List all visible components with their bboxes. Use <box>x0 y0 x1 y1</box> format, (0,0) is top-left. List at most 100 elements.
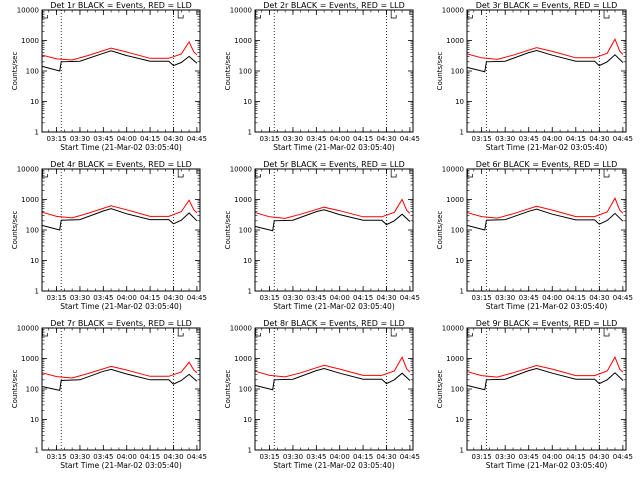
series-line-lld <box>42 361 198 379</box>
x-tick-label: 04:15 <box>353 453 373 461</box>
series-line-lld <box>467 38 624 60</box>
chart-panel-9: Det 9r BLACK = Events, RED = LLD 1 10 100 10… <box>436 319 633 470</box>
x-tick-label: 03:45 <box>306 453 326 461</box>
flag-bracket <box>467 10 473 19</box>
x-tick-label: 04:00 <box>542 135 562 143</box>
x-tick-label: 03:15 <box>472 453 492 461</box>
series-line-events <box>467 49 624 73</box>
y-tick-label: 1 <box>248 129 252 137</box>
y-tick-label: 10 <box>243 257 252 265</box>
x-tick-label: 04:45 <box>613 135 633 143</box>
y-tick-label: 100 <box>239 386 252 394</box>
y-tick-label: 10 <box>30 98 39 106</box>
chart-panel-6: Det 6r BLACK = Events, RED = LLD 1 10 100 10… <box>436 160 633 311</box>
y-tick-label: 100 <box>239 227 252 235</box>
plot-frame <box>254 327 414 451</box>
flag-bracket <box>177 169 184 178</box>
y-tick-label: 100 <box>451 68 464 76</box>
y-tick-label: 100 <box>451 386 464 394</box>
chart-title: Det 4r BLACK = Events, RED = LLD <box>50 160 192 169</box>
x-tick-label: 03:30 <box>495 135 515 143</box>
x-tick-label: 03:30 <box>283 453 303 461</box>
x-tick-label: 03:30 <box>70 135 90 143</box>
y-tick-label: 100 <box>26 227 39 235</box>
x-tick-label: 04:30 <box>589 135 609 143</box>
y-axis-label: Counts/sec <box>224 211 232 250</box>
x-tick-label: 04:15 <box>566 135 586 143</box>
flag-bracket <box>177 328 184 337</box>
plot-frame <box>466 327 627 451</box>
x-tick-label: 04:00 <box>542 294 562 302</box>
chart-title: Det 1r BLACK = Events, RED = LLD <box>50 1 192 10</box>
x-axis-label: Start Time (21-Mar-02 03:05:40) <box>273 461 395 470</box>
y-axis-label: Counts/sec <box>436 52 444 91</box>
x-tick-label: 04:30 <box>163 294 183 302</box>
series-line-events <box>255 367 411 391</box>
y-axis-label: Counts/sec <box>436 370 444 409</box>
chart-title: Det 7r BLACK = Events, RED = LLD <box>50 319 192 328</box>
x-tick-label: 04:30 <box>589 453 609 461</box>
chart-panel-8: Det 8r BLACK = Events, RED = LLD 1 10 100 10… <box>224 319 420 470</box>
flag-bracket <box>255 10 261 19</box>
flag-bracket <box>603 169 610 178</box>
x-tick-label: 04:45 <box>613 453 633 461</box>
x-tick-label: 04:00 <box>330 294 350 302</box>
chart-title: Det 8r BLACK = Events, RED = LLD <box>263 319 405 328</box>
x-tick-label: 04:45 <box>400 453 420 461</box>
plot-frame <box>254 9 414 133</box>
y-tick-label: 1000 <box>21 37 39 45</box>
x-tick-label: 04:00 <box>117 294 137 302</box>
plot-frame <box>466 9 627 133</box>
flag-bracket <box>390 328 397 337</box>
x-axis-label: Start Time (21-Mar-02 03:05:40) <box>273 302 395 311</box>
x-tick-label: 03:30 <box>495 294 515 302</box>
y-tick-label: 10 <box>455 98 464 106</box>
x-axis-label: Start Time (21-Mar-02 03:05:40) <box>486 461 608 470</box>
series-line-events <box>255 209 411 232</box>
x-tick-label: 04:45 <box>187 294 207 302</box>
y-tick-label: 10 <box>243 416 252 424</box>
y-tick-label: 10000 <box>17 166 39 174</box>
x-tick-label: 04:30 <box>376 135 396 143</box>
series-line-lld <box>42 40 198 61</box>
x-axis-label: Start Time (21-Mar-02 03:05:40) <box>486 143 608 152</box>
x-tick-label: 03:45 <box>306 135 326 143</box>
chart-title: Det 9r BLACK = Events, RED = LLD <box>476 319 618 328</box>
x-tick-label: 03:30 <box>283 135 303 143</box>
y-tick-label: 100 <box>451 227 464 235</box>
series-line-lld <box>255 198 411 219</box>
y-tick-label: 1000 <box>446 355 464 363</box>
y-axis-label: Counts/sec <box>224 52 232 91</box>
y-tick-label: 10000 <box>442 7 464 15</box>
plot-frame <box>41 9 201 133</box>
y-axis-label: Counts/sec <box>224 370 232 409</box>
x-tick-label: 03:15 <box>259 294 279 302</box>
series-line-events <box>42 208 198 231</box>
flag-bracket <box>42 10 48 19</box>
chart-title: Det 3r BLACK = Events, RED = LLD <box>476 1 618 10</box>
x-axis-label: Start Time (21-Mar-02 03:05:40) <box>60 143 182 152</box>
x-tick-label: 04:30 <box>163 135 183 143</box>
x-tick-label: 03:45 <box>519 135 539 143</box>
chart-panel-3: Det 3r BLACK = Events, RED = LLD 1 10 100 10… <box>436 1 633 152</box>
y-axis-label: Counts/sec <box>11 370 19 409</box>
x-tick-label: 03:45 <box>93 453 113 461</box>
y-tick-label: 1 <box>35 447 39 455</box>
x-tick-label: 04:15 <box>140 453 160 461</box>
flag-bracket <box>42 169 48 178</box>
y-tick-label: 100 <box>239 68 252 76</box>
x-tick-label: 04:30 <box>376 294 396 302</box>
series-line-events <box>42 368 198 392</box>
chart-title: Det 2r BLACK = Events, RED = LLD <box>263 1 405 10</box>
y-tick-label: 10000 <box>230 325 252 333</box>
y-axis-label: Counts/sec <box>436 211 444 250</box>
series-line-lld <box>42 199 198 219</box>
x-tick-label: 04:30 <box>376 453 396 461</box>
x-tick-label: 04:15 <box>353 294 373 302</box>
series-line-events <box>42 50 198 72</box>
x-axis-label: Start Time (21-Mar-02 03:05:40) <box>273 143 395 152</box>
x-tick-label: 04:15 <box>140 135 160 143</box>
x-tick-label: 03:15 <box>472 294 492 302</box>
y-tick-label: 10000 <box>442 166 464 174</box>
